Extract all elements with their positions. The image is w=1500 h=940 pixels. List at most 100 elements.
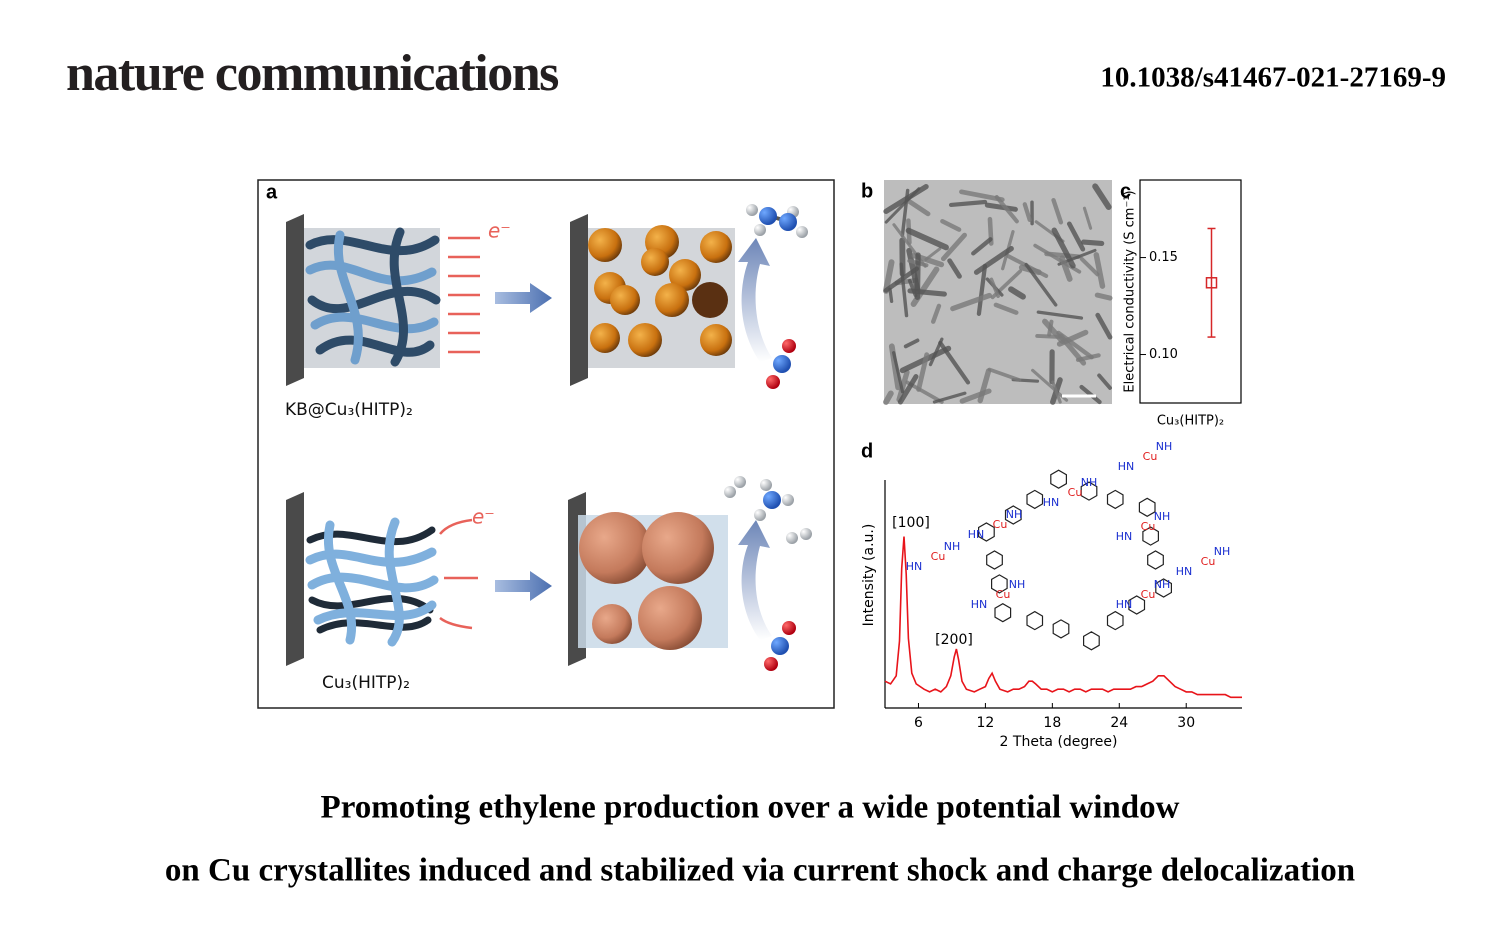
nanorod bbox=[1094, 292, 1113, 301]
nanorod bbox=[993, 302, 1019, 315]
nanorod bbox=[931, 303, 942, 324]
nanorod bbox=[1059, 255, 1073, 282]
cu-atom-label: Cu bbox=[1068, 486, 1083, 499]
nanorod bbox=[1082, 206, 1093, 230]
nanorod bbox=[883, 184, 929, 214]
methane-and-hydrogen bbox=[724, 476, 812, 544]
x-tick-label: 12 bbox=[976, 715, 994, 731]
x-tick-label: Cu₃(HITP)₂ bbox=[1157, 414, 1224, 429]
y-tick-label: 0.10 bbox=[1149, 347, 1178, 362]
cu-atom-label: Cu bbox=[1141, 520, 1156, 533]
x-axis-label: 2 Theta (degree) bbox=[1000, 734, 1118, 750]
benzene-ring bbox=[986, 550, 1003, 570]
panel-label: d bbox=[861, 440, 873, 462]
mof-wires bbox=[305, 517, 439, 647]
electrode bbox=[570, 214, 588, 386]
amine-label: HN bbox=[1118, 460, 1135, 473]
cu-atom-label: Cu bbox=[996, 588, 1011, 601]
y-tick-label: 0.15 bbox=[1149, 250, 1178, 265]
cu-atom-label: Cu bbox=[1143, 450, 1158, 463]
benzene-ring bbox=[1106, 610, 1124, 631]
journal-name: nature communications bbox=[66, 45, 558, 102]
nanorod bbox=[984, 202, 1018, 212]
nanorod bbox=[1056, 329, 1089, 347]
nanorod bbox=[1066, 221, 1086, 252]
nanorod bbox=[1022, 202, 1032, 223]
nanorod bbox=[903, 338, 920, 349]
amine-label: NH bbox=[1154, 578, 1171, 591]
nanorod bbox=[940, 219, 962, 232]
benzene-ring bbox=[990, 574, 1008, 594]
x-tick-label: 24 bbox=[1110, 715, 1128, 731]
nanorod bbox=[987, 367, 1022, 382]
nanorod bbox=[1008, 286, 1026, 300]
xrd-line bbox=[884, 536, 1242, 699]
amine-label: NH bbox=[1154, 510, 1171, 523]
amine-label: HN bbox=[906, 560, 923, 573]
benzene-ring bbox=[1052, 619, 1070, 639]
nanorod bbox=[1056, 330, 1094, 360]
nanorod bbox=[932, 391, 967, 404]
amine-label: NH bbox=[1214, 545, 1231, 558]
co2-molecule bbox=[766, 339, 796, 389]
co2-molecule bbox=[764, 621, 796, 671]
nanorod bbox=[1079, 384, 1102, 405]
panel-a: a e⁻ KB@Cu₃(HITP)₂ bbox=[257, 179, 835, 709]
nanorod bbox=[914, 252, 921, 300]
benzene-ring bbox=[1050, 469, 1068, 489]
mof-wires bbox=[305, 227, 441, 367]
benzene-ring bbox=[1026, 489, 1044, 510]
electrode bbox=[286, 492, 304, 666]
nanorod bbox=[989, 277, 1000, 298]
y-axis-label: Electrical conductivity (S cm⁻¹) bbox=[1123, 190, 1138, 392]
amine-label: NH bbox=[1156, 440, 1173, 453]
nanorod bbox=[1075, 353, 1101, 362]
nanorod bbox=[948, 199, 988, 208]
process-arrow bbox=[495, 571, 552, 601]
peak-annotation: [100] bbox=[892, 515, 930, 531]
nanorod bbox=[883, 259, 895, 294]
panel-label: c bbox=[1120, 180, 1131, 202]
panel-label: a bbox=[266, 181, 278, 203]
electrode bbox=[286, 214, 304, 386]
nanorod bbox=[947, 258, 962, 279]
x-tick-label: 18 bbox=[1043, 715, 1061, 731]
nanorod bbox=[896, 369, 910, 403]
amine-label: HN bbox=[1043, 496, 1060, 509]
y-axis-label: Intensity (a.u.) bbox=[861, 524, 877, 627]
nanorod bbox=[1031, 368, 1069, 402]
nanorod bbox=[1095, 312, 1113, 340]
nanorod bbox=[938, 340, 971, 385]
nanorod bbox=[916, 352, 930, 392]
benzene-ring bbox=[1147, 550, 1164, 570]
nanorod bbox=[1036, 310, 1084, 320]
title-line: on Cu crystallites induced and stabilize… bbox=[165, 853, 1355, 889]
electron-label: e⁻ bbox=[472, 505, 495, 529]
x-tick-label: 30 bbox=[1177, 715, 1195, 731]
cu-atom-label: Cu bbox=[993, 518, 1008, 531]
benzene-ring bbox=[1138, 497, 1156, 517]
benzene-ring bbox=[977, 522, 995, 542]
sample-caption: KB@Cu₃(HITP)₂ bbox=[285, 400, 413, 420]
reaction-arrow bbox=[738, 520, 772, 640]
nanorod bbox=[950, 292, 992, 312]
amine-label: HN bbox=[1176, 565, 1193, 578]
ethylene-molecule bbox=[746, 204, 808, 238]
nanorod bbox=[973, 246, 1014, 275]
nanorod bbox=[976, 263, 988, 316]
process-arrow bbox=[495, 283, 552, 313]
reaction-arrow bbox=[738, 238, 772, 362]
panel-b: b bbox=[861, 180, 1113, 405]
benzene-ring bbox=[994, 603, 1012, 623]
nanorod bbox=[883, 390, 894, 405]
amine-label: HN bbox=[968, 528, 985, 541]
nanorod bbox=[1051, 227, 1076, 269]
cu-atom-label: Cu bbox=[1141, 588, 1156, 601]
amine-label: HN bbox=[1116, 598, 1133, 611]
nanorod bbox=[1024, 262, 1058, 307]
nanorod bbox=[1035, 333, 1062, 339]
cu-atom-label: Cu bbox=[931, 550, 946, 563]
